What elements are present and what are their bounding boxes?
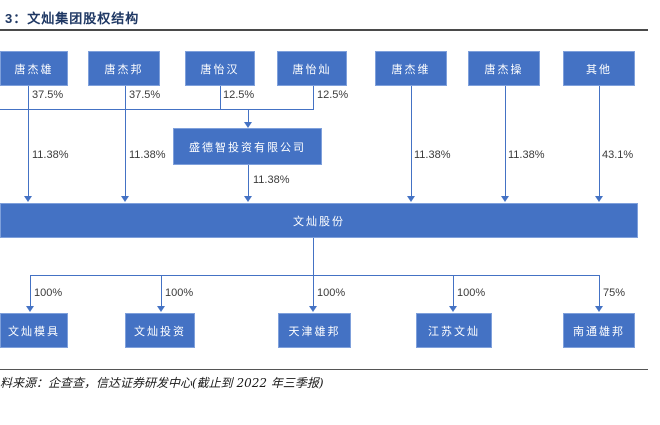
- stake-label: 100%: [165, 287, 194, 299]
- shareholder-label: 唐杰操: [484, 63, 524, 76]
- main-company-box: 文灿股份: [0, 203, 638, 238]
- connector: [30, 275, 600, 276]
- shareholder-box: 其他: [563, 51, 635, 86]
- connector: [599, 86, 600, 196]
- stake-label: 100%: [317, 287, 346, 299]
- shareholder-box: 唐杰操: [468, 51, 540, 86]
- shareholder-label: 唐怡汉: [200, 63, 240, 76]
- connector: [313, 238, 314, 275]
- stake-label: 11.38%: [414, 149, 451, 161]
- stake-label: 11.38%: [253, 174, 290, 186]
- subsidiary-label: 南通雄邦: [573, 325, 625, 338]
- main-company-label: 文灿股份: [293, 215, 345, 228]
- title-rule: [0, 29, 648, 31]
- shareholder-label: 其他: [586, 63, 612, 76]
- subsidiary-box: 天津雄邦: [278, 313, 351, 348]
- shareholder-box: 唐杰邦: [88, 51, 160, 86]
- figure-title: 3：文灿集团股权结构: [5, 11, 140, 26]
- connector: [161, 275, 162, 306]
- shareholder-label: 唐杰雄: [14, 63, 54, 76]
- arrowhead-icon: [244, 196, 252, 202]
- connector: [313, 275, 314, 306]
- stake-label: 75%: [603, 287, 626, 299]
- shareholder-box: 唐怡汉: [185, 51, 255, 86]
- subsidiary-box: 文灿模具: [0, 313, 68, 348]
- connector: [0, 109, 314, 110]
- stake-label: 12.5%: [223, 89, 255, 101]
- footer-rule: [0, 369, 648, 370]
- subsidiary-label: 文灿投资: [134, 325, 186, 338]
- arrowhead-icon: [309, 306, 317, 312]
- arrowhead-icon: [244, 122, 252, 128]
- shareholder-label: 唐杰邦: [104, 63, 144, 76]
- arrowhead-icon: [121, 196, 129, 202]
- holding-company-label: 盛德智投资有限公司: [189, 141, 306, 154]
- connector: [248, 109, 249, 122]
- subsidiary-box: 江苏文灿: [416, 313, 492, 348]
- connector: [411, 86, 412, 196]
- subsidiary-box: 文灿投资: [125, 313, 195, 348]
- shareholder-label: 唐杰维: [391, 63, 431, 76]
- shareholder-label: 唐怡灿: [292, 63, 332, 76]
- connector: [453, 275, 454, 306]
- arrowhead-icon: [449, 306, 457, 312]
- shareholder-box: 唐杰维: [375, 51, 447, 86]
- stake-label: 11.38%: [508, 149, 545, 161]
- connector: [505, 86, 506, 196]
- stake-label: 11.38%: [129, 149, 166, 161]
- connector: [248, 165, 249, 196]
- arrowhead-icon: [501, 196, 509, 202]
- holding-company-box: 盛德智投资有限公司: [173, 128, 322, 165]
- connector: [313, 86, 314, 110]
- arrowhead-icon: [595, 306, 603, 312]
- connector: [30, 275, 31, 306]
- arrowhead-icon: [157, 306, 165, 312]
- stake-label: 11.38%: [32, 149, 69, 161]
- stake-label: 37.5%: [129, 89, 161, 101]
- shareholder-box: 唐杰雄: [0, 51, 68, 86]
- stake-label: 100%: [34, 287, 63, 299]
- stake-label: 12.5%: [317, 89, 349, 101]
- connector: [28, 86, 29, 196]
- arrowhead-icon: [595, 196, 603, 202]
- subsidiary-label: 江苏文灿: [428, 325, 480, 338]
- connector: [599, 275, 600, 306]
- shareholder-box: 唐怡灿: [277, 51, 347, 86]
- subsidiary-label: 天津雄邦: [288, 325, 341, 338]
- subsidiary-label: 文灿模具: [8, 325, 60, 338]
- arrowhead-icon: [24, 196, 32, 202]
- arrowhead-icon: [407, 196, 415, 202]
- connector: [125, 86, 126, 196]
- stake-label: 43.1%: [602, 149, 634, 161]
- subsidiary-box: 南通雄邦: [563, 313, 635, 348]
- stake-label: 37.5%: [32, 89, 64, 101]
- arrowhead-icon: [26, 306, 34, 312]
- stake-label: 100%: [457, 287, 486, 299]
- source-note: 料来源：企查查，信达证券研发中心(截止到 2022 年三季报): [0, 376, 324, 390]
- connector: [220, 86, 221, 110]
